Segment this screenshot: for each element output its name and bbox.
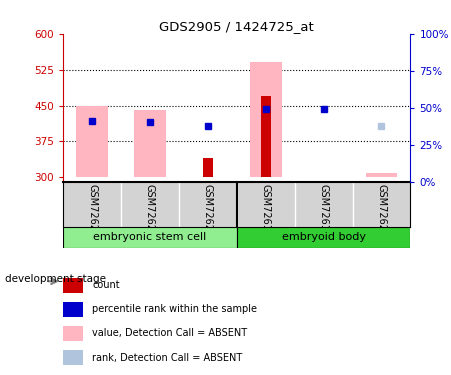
Text: embryonic stem cell: embryonic stem cell <box>93 232 207 242</box>
Text: embryoid body: embryoid body <box>281 232 366 242</box>
Bar <box>63 227 237 248</box>
Bar <box>250 63 281 177</box>
Text: count: count <box>92 280 120 290</box>
Text: GSM72621: GSM72621 <box>377 184 387 237</box>
Bar <box>63 326 83 341</box>
Text: GSM72626: GSM72626 <box>203 184 213 237</box>
Bar <box>63 350 83 365</box>
Text: GSM72616: GSM72616 <box>261 184 271 237</box>
Bar <box>202 158 213 177</box>
Bar <box>366 172 397 177</box>
Bar <box>63 302 83 316</box>
Text: GSM72622: GSM72622 <box>87 184 97 238</box>
Title: GDS2905 / 1424725_at: GDS2905 / 1424725_at <box>159 20 314 33</box>
Text: development stage: development stage <box>5 274 106 284</box>
Bar <box>76 106 108 177</box>
Bar <box>261 96 271 177</box>
Bar <box>63 278 83 292</box>
Text: percentile rank within the sample: percentile rank within the sample <box>92 304 257 314</box>
Bar <box>237 227 410 248</box>
Text: value, Detection Call = ABSENT: value, Detection Call = ABSENT <box>92 328 247 339</box>
Text: rank, Detection Call = ABSENT: rank, Detection Call = ABSENT <box>92 352 242 363</box>
Text: GSM72618: GSM72618 <box>318 184 329 237</box>
Bar <box>134 110 166 177</box>
Text: GSM72624: GSM72624 <box>145 184 155 237</box>
